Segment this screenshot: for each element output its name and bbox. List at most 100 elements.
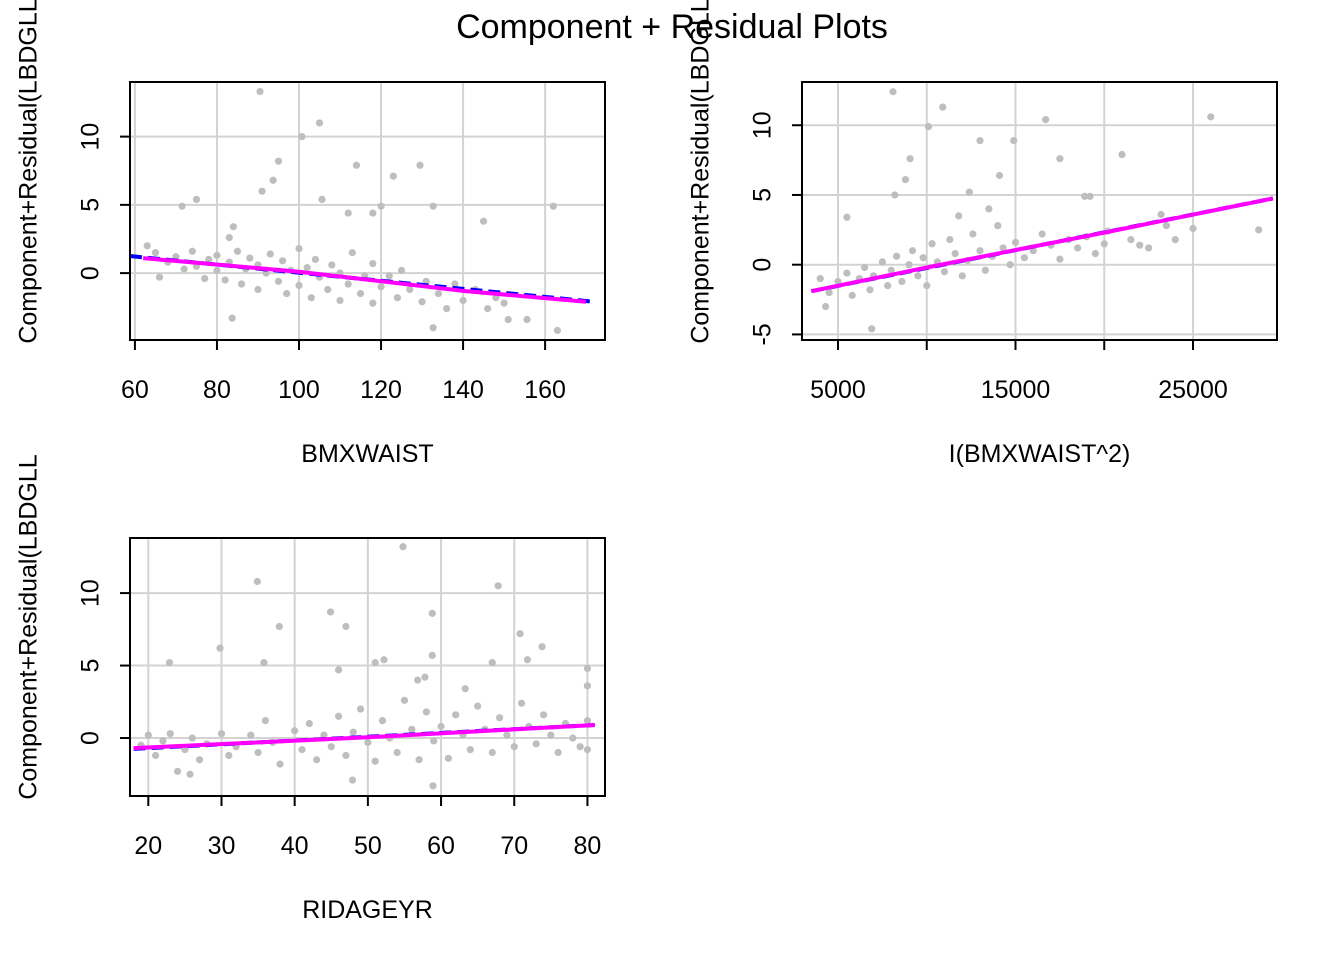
smooth-line — [142, 256, 587, 304]
data-point — [369, 259, 377, 268]
data-point — [928, 240, 936, 248]
chart-title: Component + Residual Plots — [456, 8, 888, 46]
y-tick-label: 0 — [749, 258, 777, 272]
data-point — [1020, 254, 1028, 262]
x-tick-label: 80 — [203, 376, 231, 404]
data-point — [976, 136, 984, 145]
data-point — [554, 748, 562, 757]
data-point — [195, 756, 204, 764]
data-point — [428, 651, 436, 660]
data-point — [303, 264, 311, 272]
data-point — [459, 296, 467, 305]
data-point — [583, 746, 592, 754]
x-tick-label: 25000 — [1158, 376, 1228, 404]
data-point — [400, 696, 409, 704]
data-point — [1100, 240, 1108, 248]
data-point — [429, 324, 437, 332]
data-point — [951, 249, 959, 258]
data-point — [213, 266, 221, 274]
data-point — [371, 659, 379, 667]
data-point — [437, 722, 445, 731]
data-point — [821, 302, 830, 311]
data-point — [549, 202, 557, 210]
data-point — [892, 252, 901, 260]
data-point — [488, 659, 496, 667]
data-point — [166, 730, 174, 738]
data-point — [205, 255, 213, 264]
data-point — [939, 103, 947, 111]
data-point — [348, 249, 356, 257]
x-tick-label: 40 — [281, 832, 309, 860]
data-point — [523, 315, 531, 324]
data-point — [1255, 226, 1263, 234]
data-point — [408, 725, 416, 733]
data-point — [356, 705, 365, 713]
data-point — [1162, 222, 1170, 230]
data-point — [1127, 235, 1135, 244]
data-point — [946, 235, 954, 244]
data-point — [334, 666, 343, 674]
data-point — [452, 711, 460, 719]
x-tick-label: 160 — [524, 376, 566, 404]
data-point — [834, 277, 842, 286]
data-point — [311, 255, 320, 264]
data-point — [377, 202, 385, 210]
data-point — [274, 277, 283, 285]
data-point — [553, 326, 562, 335]
data-point — [406, 285, 414, 294]
data-point — [276, 760, 284, 768]
data-point — [576, 743, 584, 751]
data-point — [295, 281, 303, 289]
data-point — [1207, 113, 1215, 121]
data-point — [866, 286, 874, 294]
data-point — [399, 543, 407, 551]
data-point — [444, 754, 452, 762]
data-point — [985, 205, 993, 213]
data-point — [152, 751, 160, 760]
data-point — [1118, 150, 1126, 159]
data-point — [1157, 210, 1165, 219]
data-point — [315, 119, 324, 127]
data-point — [274, 157, 283, 165]
x-tick-label: 50 — [354, 832, 382, 860]
data-point — [981, 266, 989, 274]
data-point — [165, 659, 174, 667]
data-point — [891, 191, 899, 199]
data-point — [225, 234, 233, 242]
data-point — [143, 242, 151, 250]
data-point — [225, 751, 233, 760]
data-point — [1056, 155, 1064, 163]
x-tick-label: 60 — [427, 832, 455, 860]
data-point — [539, 711, 548, 719]
data-point — [262, 269, 270, 277]
data-point — [474, 702, 482, 710]
data-point — [923, 282, 931, 290]
data-point — [348, 776, 357, 784]
data-point — [393, 294, 402, 302]
panel-2: 5000 15000 25000 -5 0 5 10 I(BMXWAIST^2) Compone… — [687, 0, 1278, 468]
plot-frame — [129, 81, 606, 341]
y-tick-label: -5 — [749, 323, 777, 345]
data-point — [144, 731, 152, 739]
data-point — [843, 269, 851, 277]
data-point — [461, 685, 469, 693]
x-tick-label: 80 — [574, 832, 602, 860]
data-point — [246, 254, 254, 262]
data-point — [188, 734, 196, 742]
data-point — [816, 275, 824, 283]
data-point — [418, 298, 426, 306]
data-point — [371, 757, 379, 765]
data-point — [313, 756, 321, 764]
data-point — [364, 738, 372, 746]
x-tick-label: 5000 — [810, 376, 866, 404]
data-point — [307, 294, 315, 302]
data-point — [213, 251, 221, 259]
data-point — [422, 708, 431, 716]
x-axis-label: RIDAGEYR — [302, 896, 433, 924]
data-point — [484, 305, 492, 313]
data-point — [969, 230, 977, 238]
x-tick-label: 60 — [121, 376, 149, 404]
data-point — [334, 712, 343, 720]
x-tick-label: 70 — [500, 832, 528, 860]
